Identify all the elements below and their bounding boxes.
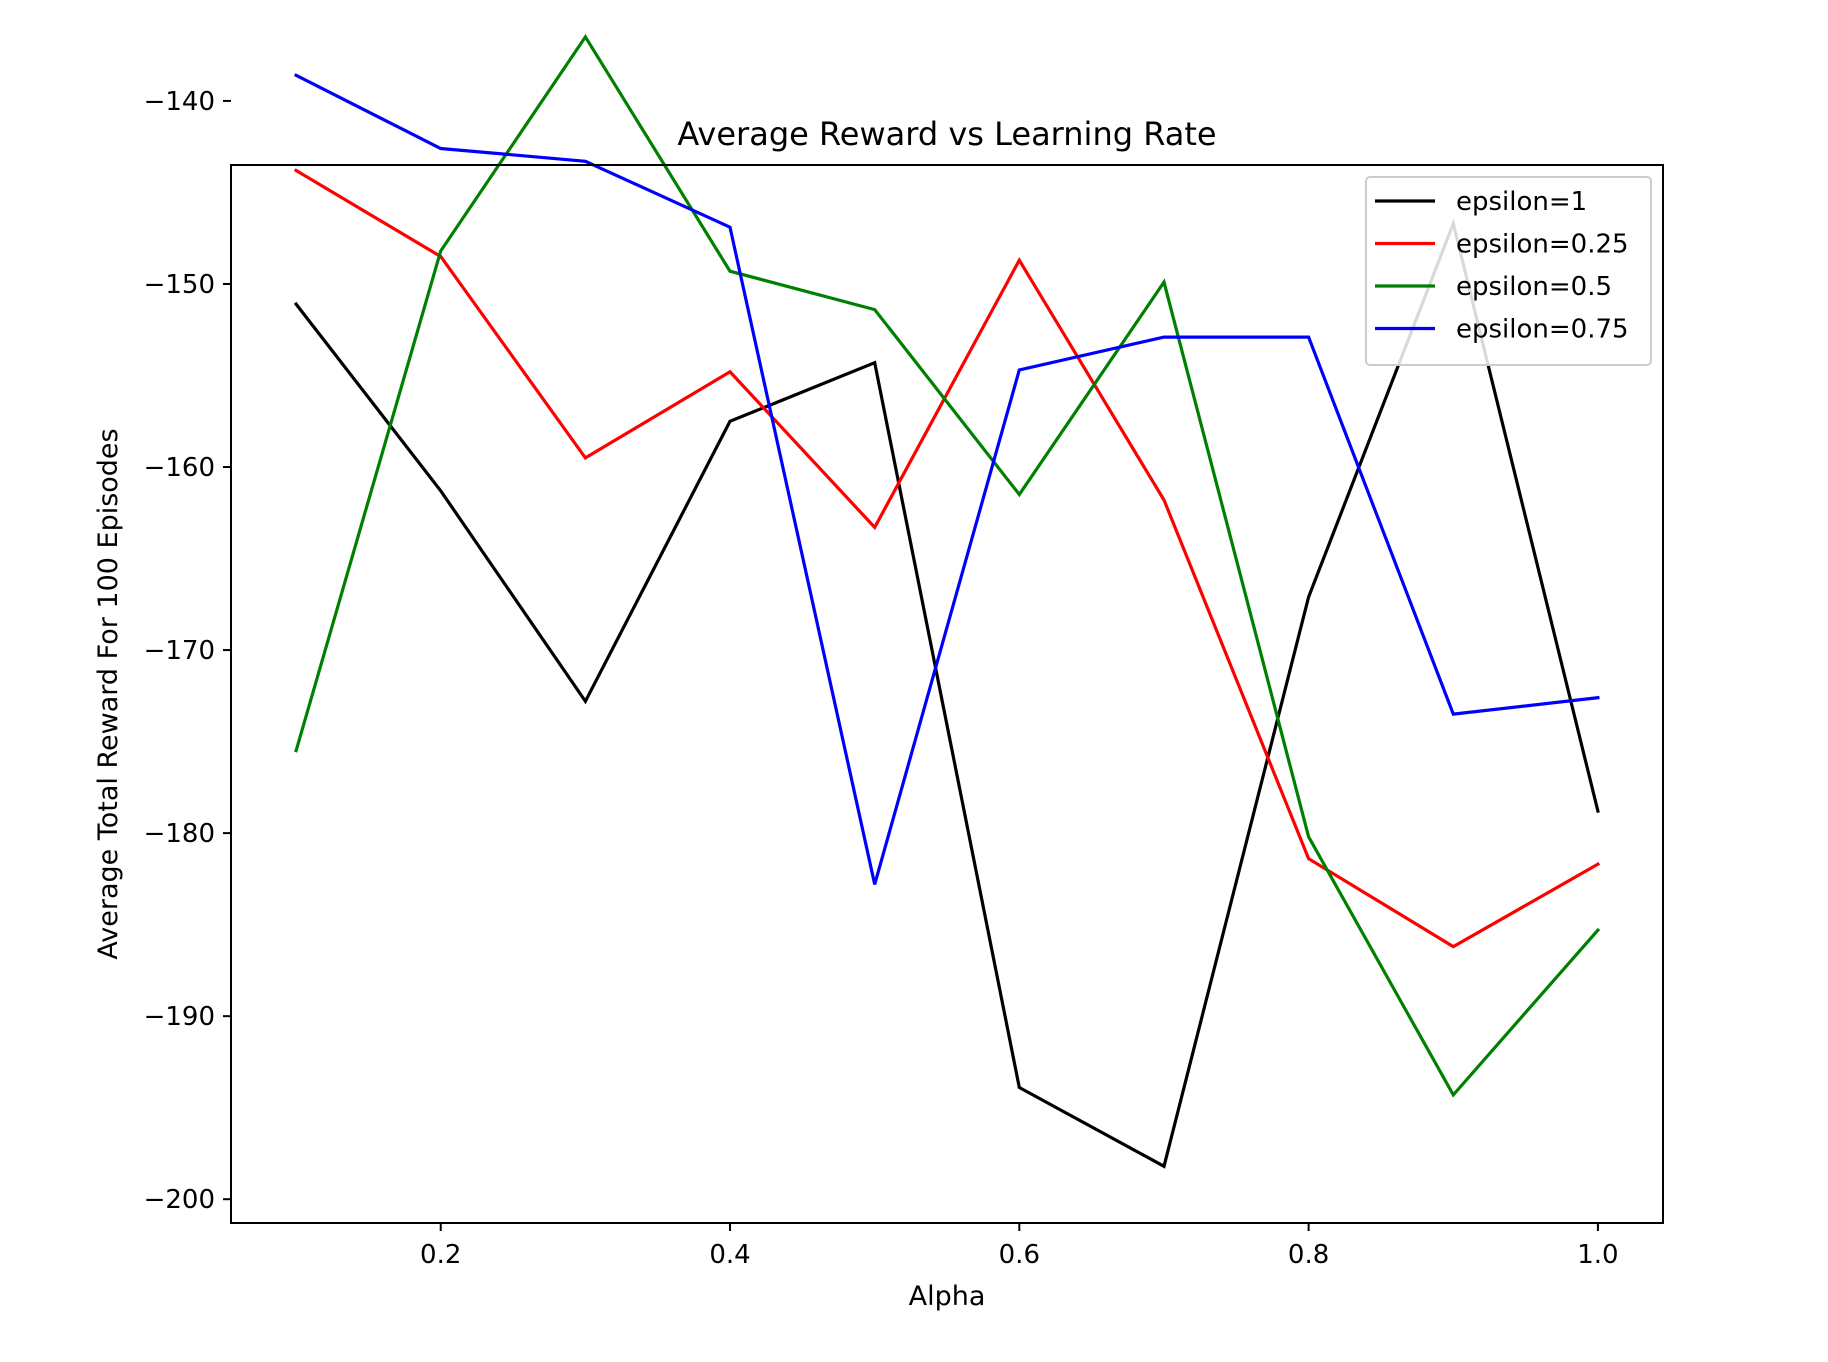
axis-ticks: 0.2 0.4 0.6 0.8 1.0 −140 −150 −160 −170 −180 −190 −…: [144, 87, 1619, 1270]
legend-label: epsilon=0.75: [1456, 315, 1629, 345]
legend: epsilon=1 epsilon=0.25 epsilon=0.5 epsilon=…: [1365, 176, 1652, 366]
series-line-2: [293, 168, 1601, 949]
series-layer: [293, 33, 1601, 1169]
legend-label: epsilon=1: [1456, 187, 1587, 217]
x-tick-label: 1.0: [1577, 1240, 1618, 1270]
series-line-3: [294, 33, 1601, 1098]
series-line-1: [293, 218, 1600, 1169]
plot-frame: [230, 164, 1664, 1224]
y-tick-label: −190: [144, 1002, 215, 1032]
x-tick-label: 0.6: [999, 1240, 1040, 1270]
y-tick-label: −150: [144, 270, 215, 300]
x-tick-label: 0.2: [420, 1240, 461, 1270]
chart-title: Average Reward vs Learning Rate: [677, 115, 1216, 153]
legend-label: epsilon=0.5: [1456, 272, 1612, 302]
x-axis-title: Alpha: [909, 1281, 986, 1312]
y-tick-label: −200: [144, 1185, 215, 1215]
x-tick-label: 0.8: [1288, 1240, 1329, 1270]
y-tick-label: −140: [144, 87, 215, 117]
legend-box: [1365, 176, 1652, 366]
y-tick-label: −160: [144, 453, 215, 483]
x-tick-label: 0.4: [709, 1240, 750, 1270]
series-line-4: [293, 73, 1600, 885]
y-axis-title: Average Total Reward For 100 Episodes: [93, 428, 124, 959]
legend-label: epsilon=0.25: [1456, 230, 1629, 260]
y-tick-label: −180: [144, 819, 215, 849]
y-tick-label: −170: [144, 636, 215, 666]
